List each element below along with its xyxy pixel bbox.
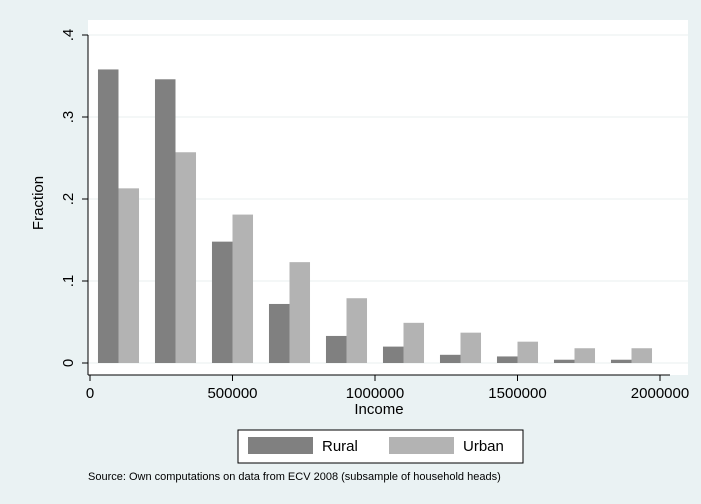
bar-rural-2 (211, 241, 233, 363)
y-axis-title: Fraction (30, 176, 47, 230)
bars (97, 69, 653, 363)
bar-rural-0 (97, 69, 119, 363)
x-tick-label-3: 1500000 (488, 385, 546, 402)
bar-urban-4 (346, 298, 368, 363)
bar-urban-6 (460, 332, 482, 363)
bar-urban-5 (403, 322, 425, 363)
legend-swatch-urban (389, 437, 454, 454)
bar-rural-5 (382, 346, 404, 363)
x-tick-label-0: 0 (86, 385, 94, 402)
legend-label-rural: Rural (322, 438, 358, 455)
bar-rural-6 (439, 354, 461, 363)
legend-swatch-rural (248, 437, 313, 454)
x-axis-title: Income (354, 401, 403, 418)
y-tick-label-2: .2 (60, 193, 77, 206)
y-tick-label-0: 0 (60, 359, 77, 367)
bar-rural-4 (325, 335, 347, 363)
x-tick-label-4: 2000000 (631, 385, 689, 402)
bar-rural-3 (268, 303, 290, 363)
x-tick-label-1: 500000 (207, 385, 257, 402)
legend-label-urban: Urban (463, 438, 504, 455)
y-ticks: 0 .1 .2 .3 .4 (60, 29, 88, 367)
bar-urban-1 (175, 152, 197, 363)
bar-urban-9 (631, 348, 653, 363)
bar-rural-7 (496, 356, 518, 363)
legend: Rural Urban (237, 429, 524, 464)
x-tick-label-2: 1000000 (346, 385, 404, 402)
source-note: Source: Own computations on data from EC… (88, 471, 501, 483)
bar-urban-8 (574, 348, 596, 363)
bar-urban-0 (118, 188, 140, 363)
y-tick-label-1: .1 (60, 275, 77, 288)
bar-urban-2 (232, 214, 254, 363)
bar-rural-9 (610, 359, 632, 363)
x-ticks: 0 500000 1000000 1500000 2000000 (86, 375, 689, 402)
bar-rural-1 (154, 79, 176, 363)
bar-urban-3 (289, 262, 311, 363)
bar-urban-7 (517, 341, 539, 363)
bar-rural-8 (553, 359, 575, 363)
y-tick-label-3: .3 (60, 111, 77, 124)
y-tick-label-4: .4 (60, 29, 77, 42)
